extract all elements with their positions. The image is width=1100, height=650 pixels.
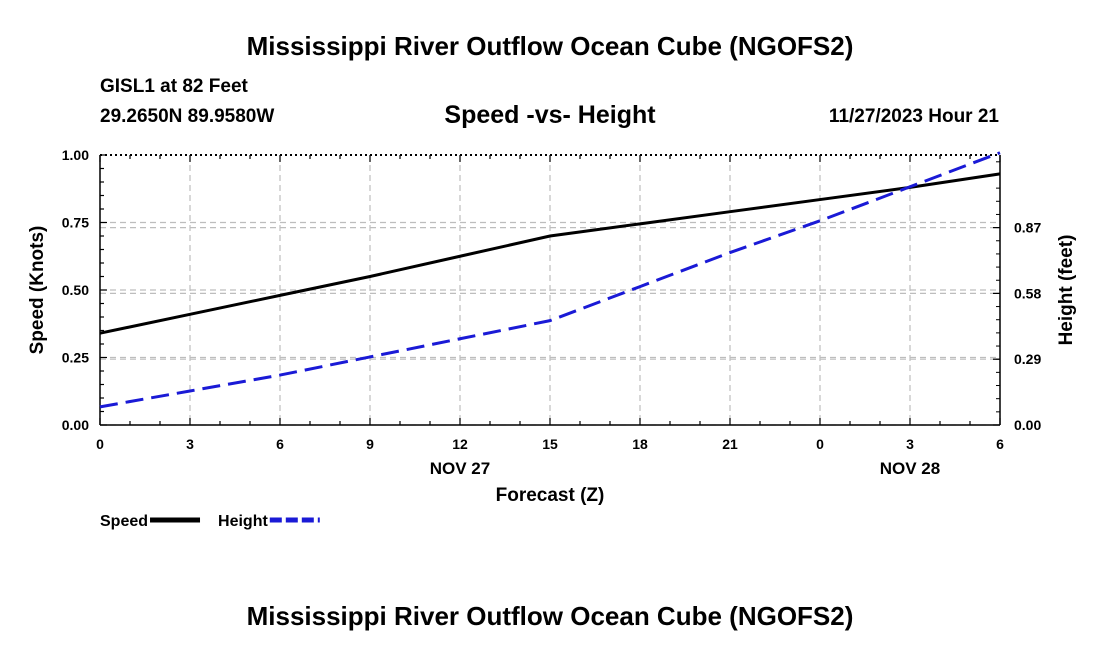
- speed-height-chart: 0 3 6 9 12 15 18 21 0 3 6 NOV 27 NOV 28 Forecast (Z) 0…: [27, 147, 1077, 530]
- x-tick-label: 0: [816, 436, 824, 452]
- page-title: Mississippi River Outflow Ocean Cube (NG…: [246, 31, 854, 61]
- y-right-tick-label: 0.58: [1014, 285, 1041, 301]
- y-tick-label: 0.25: [62, 350, 89, 366]
- chart-grid: [100, 155, 1000, 426]
- x-date-label: NOV 27: [430, 459, 490, 478]
- y-right-tick-label: 0.00: [1014, 417, 1041, 433]
- chart-subtitle: Speed -vs- Height: [444, 101, 656, 129]
- series-line-speed: [99, 172, 1001, 335]
- y-right-axis-title: Height (feet): [1056, 235, 1077, 346]
- y-tick-label: 0.75: [62, 215, 89, 231]
- x-tick-label: 18: [632, 436, 648, 452]
- x-tick-label: 6: [996, 436, 1004, 452]
- series-line-height: [99, 151, 1001, 409]
- y-right-tick-label: 0.29: [1014, 351, 1041, 367]
- x-tick-label: 21: [722, 436, 738, 452]
- legend-label-height: Height: [218, 513, 268, 530]
- chart-labels: 0 3 6 9 12 15 18 21 0 3 6 NOV 27 NOV 28 Forecast (Z) 0…: [27, 147, 1077, 506]
- x-tick-label: 15: [542, 436, 558, 452]
- y-tick-label: 0.00: [62, 417, 89, 433]
- station-name: GISL1 at 82 Feet: [100, 76, 248, 97]
- x-tick-label: 12: [452, 436, 468, 452]
- y-tick-label: 0.50: [62, 282, 89, 298]
- forecast-datetime: 11/27/2023 Hour 21: [828, 106, 999, 127]
- x-tick-label: 3: [906, 436, 914, 452]
- x-tick-label: 3: [186, 436, 194, 452]
- y-right-tick-label: 0.87: [1014, 220, 1041, 236]
- y-axis-title: Speed (Knots): [27, 226, 48, 355]
- x-date-label: NOV 28: [880, 459, 940, 478]
- station-coordinates: 29.2650N 89.9580W: [100, 106, 275, 127]
- legend-label-speed: Speed: [100, 513, 148, 530]
- x-tick-label: 9: [366, 436, 374, 452]
- chart-series: [99, 151, 1001, 409]
- y-tick-label: 1.00: [62, 147, 89, 163]
- x-tick-label: 6: [276, 436, 284, 452]
- footer-title: Mississippi River Outflow Ocean Cube (NG…: [246, 601, 854, 631]
- x-tick-label: 0: [96, 436, 104, 452]
- x-axis-title: Forecast (Z): [496, 485, 605, 506]
- chart-legend: Speed Height: [100, 513, 320, 530]
